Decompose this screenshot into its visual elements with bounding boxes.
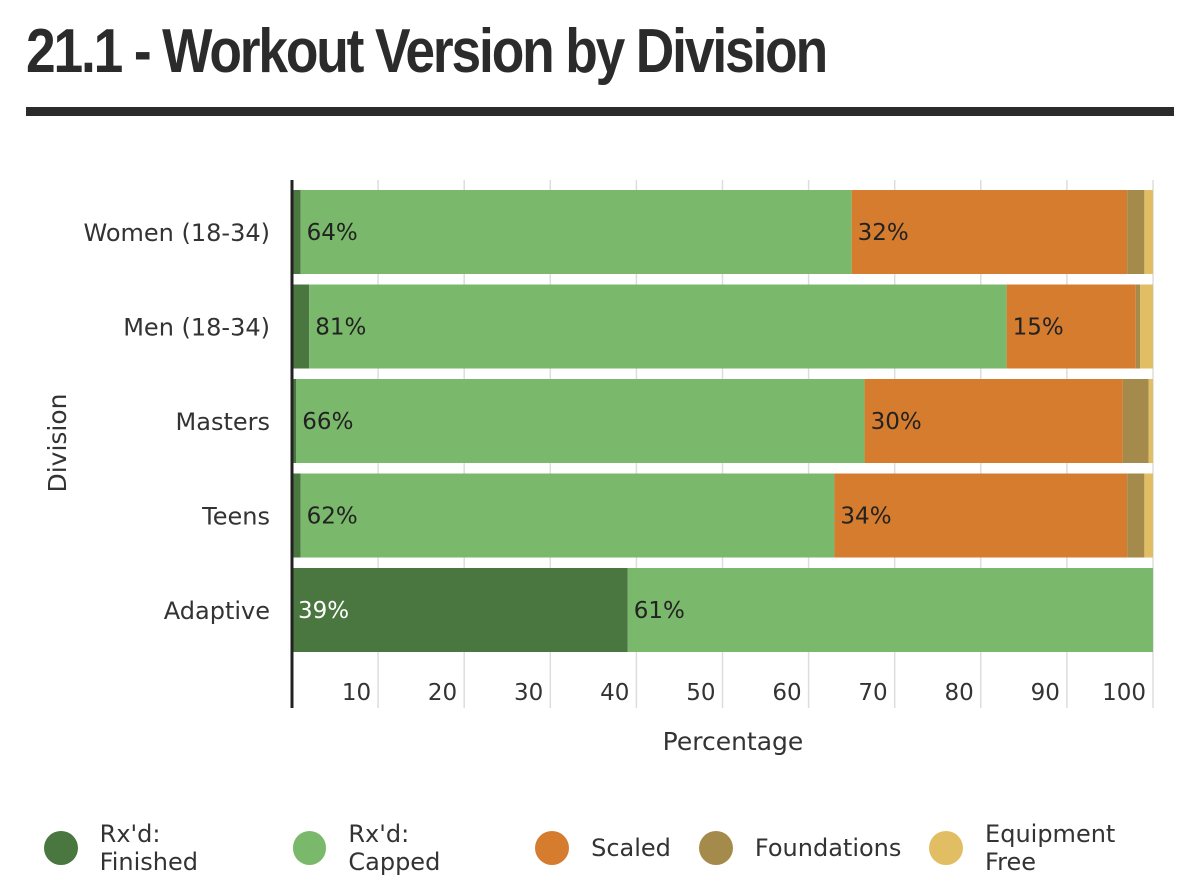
bar-segment (1135, 284, 1141, 369)
bar-segment (864, 379, 1123, 463)
x-axis-label: Percentage (663, 727, 804, 756)
bar-segment (292, 568, 628, 652)
x-tick-label: 90 (1031, 680, 1060, 706)
legend: Rx'd: Finished Rx'd: Capped Scaled Foundati… (44, 820, 1200, 876)
bar-segment (309, 284, 1007, 369)
legend-swatch (44, 831, 78, 865)
bar-segment (1140, 284, 1153, 369)
chart-title: 21.1 - Workout Version by Division (26, 17, 828, 86)
x-tick-label: 70 (858, 680, 887, 706)
x-tick-label: 20 (428, 680, 457, 706)
y-tick-label: Teens (201, 503, 270, 531)
legend-item: Equipment Free (929, 820, 1172, 876)
data-label: 15% (1013, 315, 1064, 341)
data-label: 64% (307, 220, 358, 246)
legend-label: Scaled (591, 834, 671, 862)
bar-segment (1127, 190, 1145, 274)
legend-item: Foundations (698, 831, 902, 865)
title-underline (26, 107, 1174, 116)
y-tick-label: Men (18-34) (123, 314, 270, 342)
y-tick-label: Women (18-34) (84, 219, 270, 247)
x-tick-label: 10 (342, 680, 371, 706)
data-label: 34% (840, 504, 891, 530)
legend-label: Equipment Free (985, 820, 1116, 876)
x-tick-label: 100 (1102, 680, 1146, 706)
data-label: 32% (858, 220, 909, 246)
legend-item: Rx'd: Capped (292, 820, 507, 876)
x-tick-label: 30 (514, 680, 543, 706)
x-tick-label: 40 (600, 680, 629, 706)
legend-swatch (929, 831, 964, 865)
bar-segment (292, 473, 301, 558)
bar-segment (1127, 473, 1145, 558)
legend-swatch (292, 831, 327, 865)
bar-segment (627, 568, 1153, 652)
data-label: 66% (302, 409, 353, 435)
bar-segment (292, 284, 310, 369)
data-label: 62% (307, 504, 358, 530)
y-tick-label: Adaptive (164, 597, 270, 625)
legend-item: Scaled (535, 831, 671, 865)
bar-segment (851, 190, 1128, 274)
data-label: 30% (871, 409, 922, 435)
legend-swatch (535, 831, 570, 865)
y-tick-label: Masters (176, 408, 270, 436)
bar-segment (296, 379, 865, 463)
bar-segment (834, 473, 1128, 558)
legend-label: Foundations (754, 834, 902, 862)
legend-swatch (698, 831, 733, 865)
legend-label: Rx'd: Capped (348, 820, 441, 876)
bar-segment (1144, 473, 1153, 558)
bar-segment (292, 190, 301, 274)
y-axis-label: Division (43, 393, 72, 492)
bar-segment (1006, 284, 1136, 369)
legend-label: Rx'd: Finished (99, 820, 198, 876)
x-tick-label: 60 (772, 680, 801, 706)
bar-segment (1148, 379, 1153, 463)
bar-segment (300, 190, 852, 274)
data-label: 61% (634, 598, 685, 624)
legend-item: Rx'd: Finished (44, 820, 265, 876)
data-label: 81% (315, 315, 366, 341)
bar-segment (1122, 379, 1149, 463)
x-tick-label: 50 (686, 680, 715, 706)
bar-chart: 10 20 30 40 50 60 70 80 90 100 64% 32% Women (18-34)… (43, 180, 1154, 756)
bar-segment (300, 473, 835, 558)
data-label: 39% (298, 598, 349, 624)
bar-segment (292, 379, 297, 463)
x-tick-label: 80 (945, 680, 974, 706)
bar-segment (1144, 190, 1153, 274)
